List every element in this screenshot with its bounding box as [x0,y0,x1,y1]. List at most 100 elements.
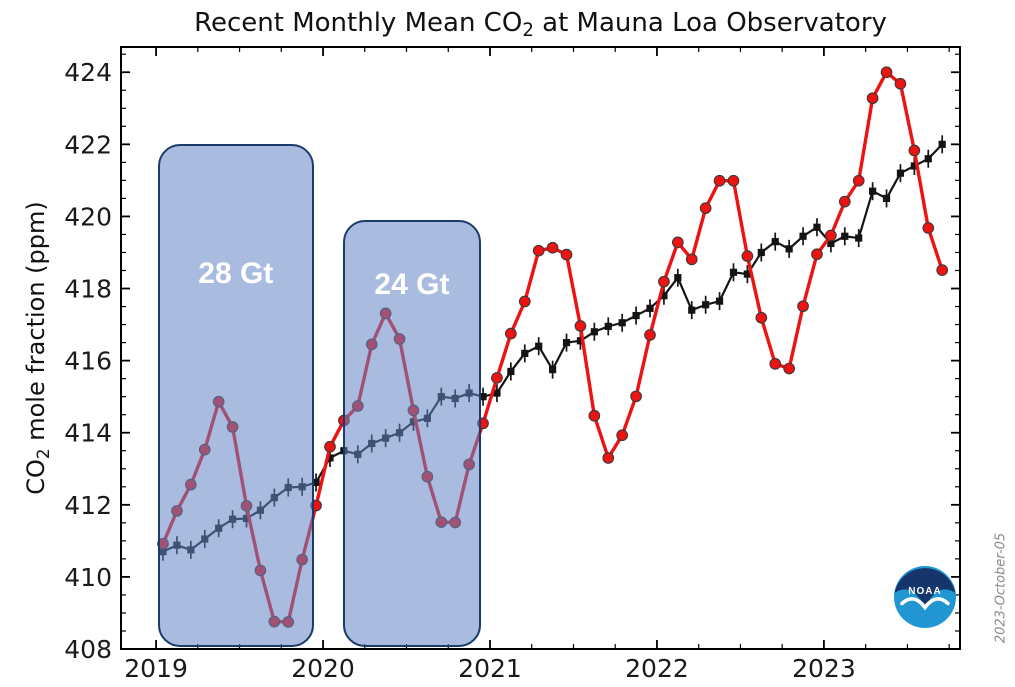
y-axis-label-subscript: 2 [32,448,53,460]
trend-point [590,328,598,336]
monthly-mean-point [825,229,837,242]
trend-point [674,274,682,282]
monthly-mean-point [741,250,754,262]
trend-point [882,194,891,203]
trend-point [451,394,459,403]
noaa-logo: NOAA [894,566,956,628]
monthly-mean-point [310,499,322,512]
monthly-mean-point [699,202,712,214]
trend-point [855,234,863,242]
trend-point [618,319,626,327]
trend-point [479,393,487,401]
monthly-mean-point [588,409,601,422]
monthly-mean-point [713,174,726,187]
trend-point [757,248,765,257]
monthly-mean-point [184,478,197,491]
trend-point [910,162,918,170]
y-tick-label: 408 [64,635,112,664]
monthly-mean-point [769,358,782,370]
monthly-mean-point [922,222,935,234]
monthly-mean-point [560,248,573,261]
monthly-mean-point [602,452,615,464]
monthly-mean-point [379,307,392,320]
trend-point [437,393,445,401]
monthly-mean-point [463,458,475,471]
monthly-mean-point [421,470,434,483]
monthly-mean-point [936,264,949,276]
monthly-mean-point [644,329,656,341]
monthly-mean-point [435,516,448,528]
trend-point [549,366,557,374]
y-tick-label: 414 [64,419,112,448]
monthly-mean-point [685,253,698,266]
monthly-mean-point [198,443,211,456]
y-tick-label: 412 [64,491,112,520]
monthly-mean-point [908,144,921,157]
monthly-mean-point [157,537,169,550]
trend-point [187,546,195,554]
monthly-mean-point [282,616,295,628]
monthly-mean-point [838,195,851,208]
trend-point [729,268,738,276]
monthly-mean-point [407,404,420,417]
trend-point [326,454,334,462]
monthly-mean-point [852,174,865,187]
trend-point [771,238,779,246]
date-stamp: 2023-October-05 [993,532,1009,644]
noaa-logo-gull-icon [900,597,950,611]
trend-point [423,414,431,422]
x-tick-label: 2020 [291,654,355,683]
trend-point [312,478,320,487]
y-tick-label: 416 [64,347,112,376]
monthly-mean-point [811,248,823,261]
trend-point [215,524,223,532]
trend-point [576,337,585,345]
monthly-mean-point [393,333,406,345]
monthly-mean-point [532,244,545,257]
monthly-mean-point [616,429,629,442]
monthly-mean-point [338,414,350,427]
trend-point [938,140,946,148]
monthly-mean-point [574,320,587,332]
trend-point [270,493,278,502]
y-tick-label: 418 [64,275,112,304]
x-tick-label: 2021 [458,654,522,683]
x-tick-label: 2019 [124,654,188,683]
trend-point [507,367,515,376]
y-tick-label: 420 [64,202,112,231]
monthly-mean-point [254,564,267,577]
y-tick-label: 424 [64,58,112,87]
monthly-mean-point [449,516,462,529]
trend-point [228,515,237,523]
monthly-mean-point [880,66,893,79]
trend-point [702,301,710,309]
plot-frame [120,46,961,650]
monthly-mean-point [630,390,642,403]
chart-title: Recent Monthly Mean CO2 at Mauna Loa Obs… [121,8,960,41]
y-tick-label: 410 [64,563,112,592]
trend-point [785,245,793,253]
noaa-logo-sky [894,568,956,608]
chart-title-pre: Recent Monthly Mean CO [194,8,523,38]
trend-point [354,450,362,458]
monthly-mean-point [171,505,183,517]
monthly-mean-point [658,275,670,288]
trend-point [395,429,404,437]
monthly-mean-point [240,500,253,512]
monthly-mean-line [161,70,944,624]
y-axis-label-post: mole fraction (ppm) [22,201,50,449]
trend-line [162,143,943,553]
monthly-mean-point [866,92,879,105]
monthly-mean-point [671,236,684,249]
monthly-mean-point [797,300,809,313]
monthly-mean-point [727,174,740,187]
trend-point [827,239,835,248]
y-axis-label-pre: CO [22,459,50,495]
trend-point [173,541,181,549]
trend-point [924,155,932,163]
trend-point [382,434,390,442]
monthly-mean-point [212,395,225,408]
monthly-mean-point [477,417,489,430]
trend-point [521,349,529,358]
